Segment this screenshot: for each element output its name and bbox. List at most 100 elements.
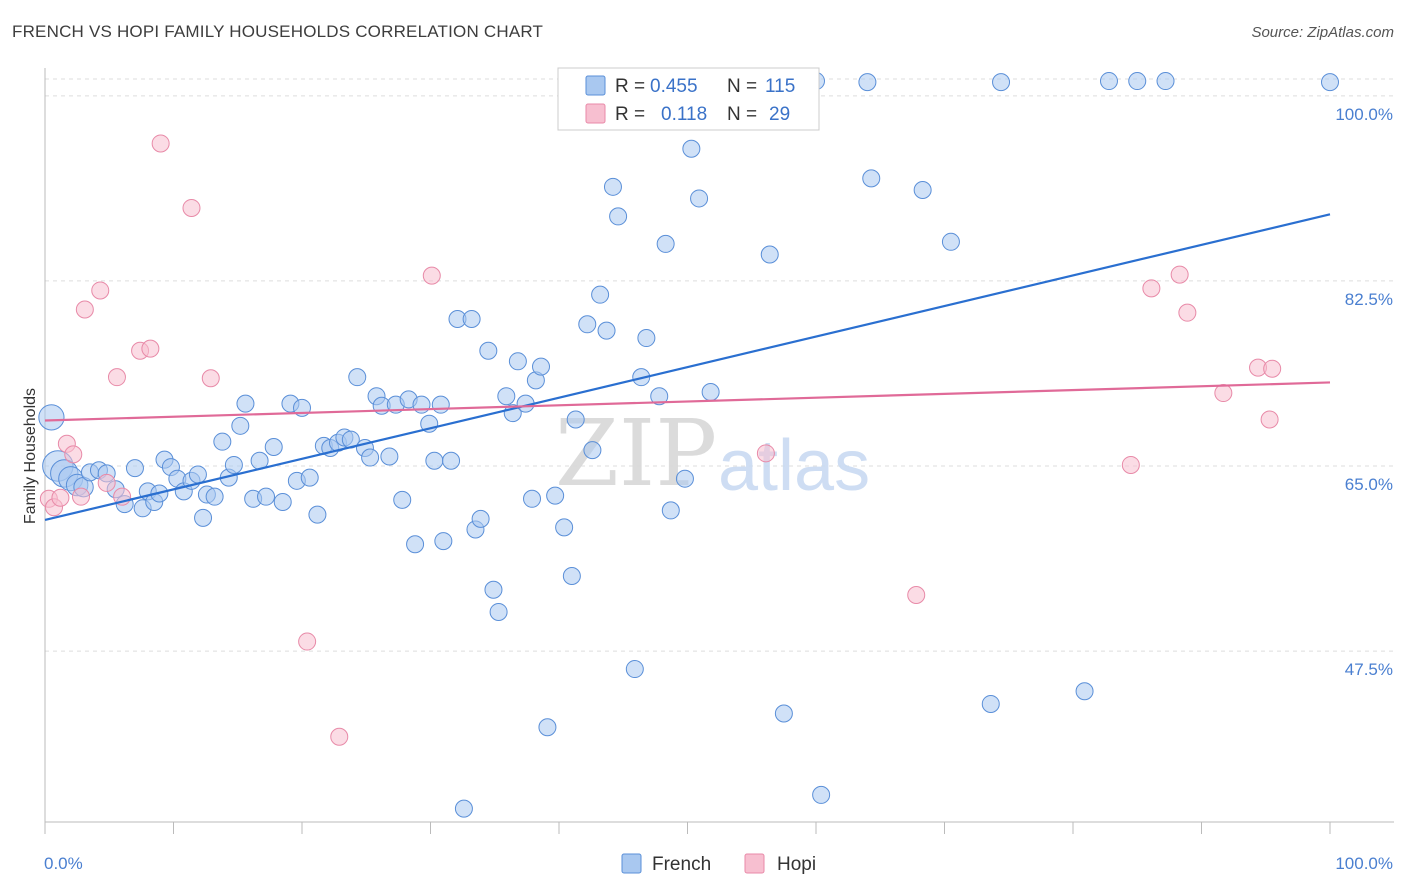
point-french [862,169,881,188]
point-french [603,177,622,196]
legend-n-value-hopi: 29 [769,104,790,125]
point-french [406,535,425,554]
point-hopi [91,281,110,300]
point-hopi [201,369,220,388]
point-french [858,73,877,92]
legend-n-label-hopi: N = [727,104,757,125]
point-french [380,447,399,466]
point-french [656,234,675,253]
point-hopi [1263,359,1282,378]
point-french [1075,682,1094,701]
point-hopi [422,266,441,285]
point-hopi [298,632,317,651]
point-french [308,505,327,524]
point-hopi [75,300,94,319]
point-hopi [1170,265,1189,284]
point-french [538,718,557,737]
point-french [1128,72,1147,91]
point-hopi [1178,303,1197,322]
y-tick-label: 47.5% [1345,660,1393,679]
point-french [425,451,444,470]
point-french [661,501,680,520]
point-hopi [97,473,116,492]
ticks-layer: 100.0% 82.5% 65.0% 47.5% 0.0% 100.0% [44,105,1393,873]
point-french [257,487,276,506]
legend-r-label-french: R = [615,76,645,97]
bottom-legend-swatch-hopi [744,853,765,874]
point-french [236,394,255,413]
point-french [431,395,450,414]
point-hopi [1214,384,1233,403]
point-french [591,285,610,304]
x-tick-label-min: 0.0% [44,854,83,873]
point-hopi [107,368,126,387]
point-french [675,469,694,488]
chart-title: FRENCH VS HOPI FAMILY HOUSEHOLDS CORRELA… [12,22,544,41]
point-french [434,532,453,551]
point-hopi [330,727,349,746]
point-french [992,73,1011,92]
point-french [555,518,574,537]
point-french [508,352,527,371]
point-french [523,489,542,508]
point-french [125,459,144,478]
y-axis-label: Family Households [22,388,39,524]
point-french [546,486,565,505]
axes-layer [44,68,1394,823]
point-french [609,207,628,226]
x-tick-label-max: 100.0% [1335,854,1393,873]
point-french [462,310,481,329]
point-hopi [151,134,170,153]
point-hopi [1142,279,1161,298]
point-french [224,455,243,474]
point-french [637,329,656,348]
y-tick-label: 100.0% [1335,105,1393,124]
point-hopi [51,488,70,507]
legend-r-label-hopi: R = [615,104,645,125]
legend-n-label-french: N = [727,76,757,97]
point-french [393,490,412,509]
point-french [913,180,932,199]
point-hopi [64,445,83,464]
trendline-hopi [44,381,1331,422]
point-hopi [1260,410,1279,429]
point-french [981,694,1000,713]
point-french [471,509,490,528]
point-french [597,321,616,340]
point-french [583,441,602,460]
legend-r-value-french: 0.455 [650,76,698,97]
point-french [348,368,367,387]
point-french [1321,73,1339,92]
bottom-legend: French Hopi [621,853,816,875]
grid-layer [45,78,1394,652]
point-french [361,448,380,467]
point-french [264,437,283,456]
point-french [562,566,581,585]
stats-legend: R = 0.455 N = 115 R = 0.118 N = 29 [557,67,820,131]
points-layer [38,72,1339,818]
legend-r-value-hopi: 0.118 [661,104,707,125]
watermark-atlas: atlas [718,426,870,506]
point-french [625,660,644,679]
point-french [442,451,461,470]
point-french [484,580,503,599]
point-french [454,799,473,818]
point-hopi [1121,455,1140,474]
point-hopi [71,487,90,506]
source-label: Source: ZipAtlas.com [1251,24,1394,41]
point-french [194,508,213,527]
point-french [941,232,960,251]
y-tick-label: 65.0% [1345,475,1393,494]
point-french [231,416,250,435]
point-french [566,410,585,429]
legend-swatch-french [585,75,606,96]
point-french [188,465,207,484]
point-french [578,315,597,334]
point-french [812,785,831,804]
point-hopi [907,586,926,605]
point-french [1156,72,1175,91]
point-french [701,382,720,401]
trendline-french [44,213,1331,522]
legend-swatch-hopi [585,103,606,124]
